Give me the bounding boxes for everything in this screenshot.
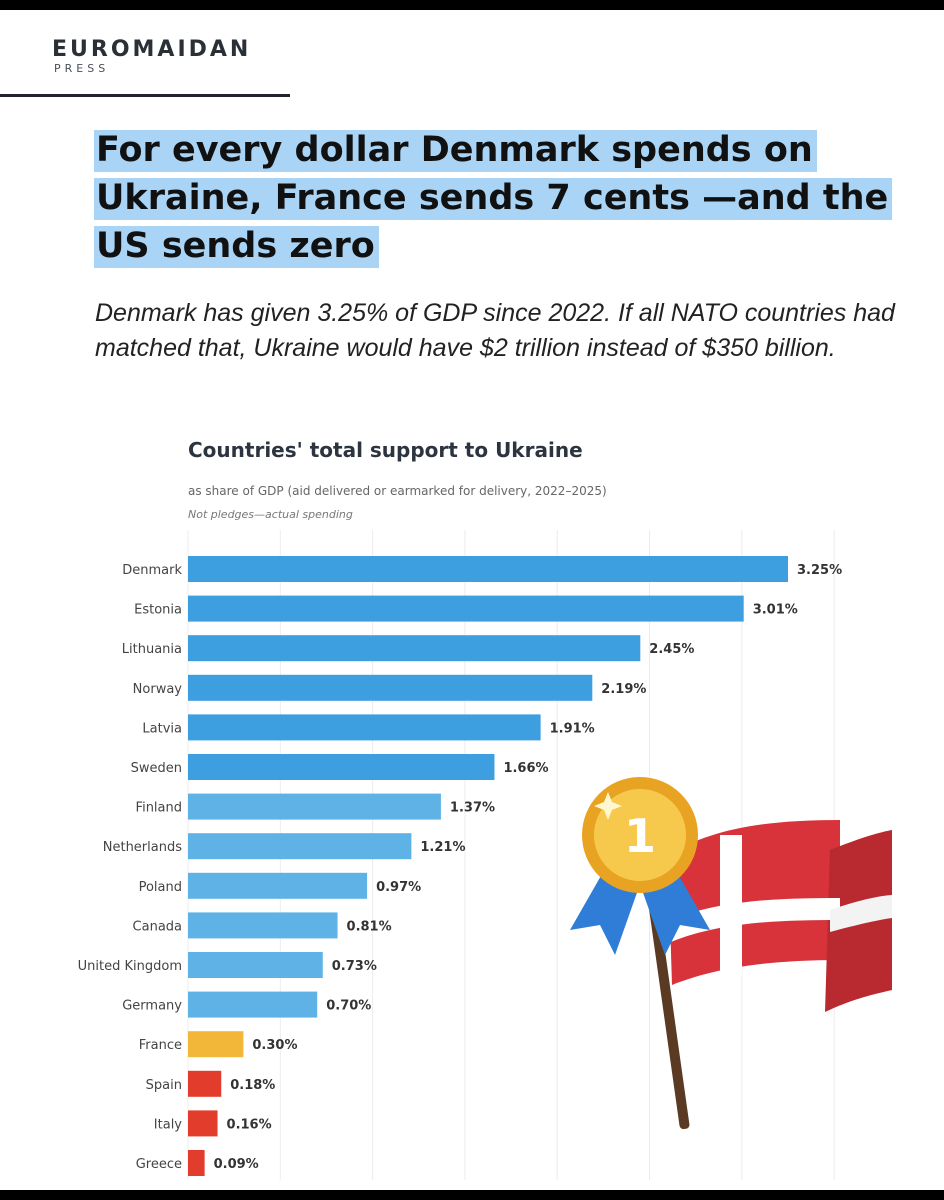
medal-number: 1 [624, 809, 656, 863]
category-label-finland: Finland [136, 801, 182, 816]
value-label-poland: 0.97% [376, 880, 421, 895]
value-label-finland: 1.37% [450, 801, 495, 816]
category-label-germany: Germany [122, 999, 182, 1014]
value-label-latvia: 1.91% [550, 721, 595, 736]
headline: For every dollar Denmark spends on Ukrai… [94, 126, 894, 270]
value-label-italy: 0.16% [227, 1117, 272, 1132]
category-label-canada: Canada [133, 919, 182, 934]
category-label-norway: Norway [133, 682, 183, 697]
bar-denmark [188, 556, 788, 582]
category-label-estonia: Estonia [134, 603, 182, 618]
value-label-germany: 0.70% [326, 999, 371, 1014]
value-label-canada: 0.81% [347, 919, 392, 934]
value-label-denmark: 3.25% [797, 563, 842, 578]
flag-pole-icon [648, 900, 690, 1130]
category-label-italy: Italy [154, 1117, 183, 1132]
value-label-estonia: 3.01% [753, 603, 798, 618]
bar-finland [188, 793, 441, 820]
chart-subtitle: as share of GDP (aid delivered or earmar… [188, 484, 607, 498]
category-label-sweden: Sweden [131, 761, 182, 776]
category-label-spain: Spain [146, 1078, 182, 1093]
category-label-denmark: Denmark [122, 563, 182, 578]
bar-canada [188, 912, 338, 939]
gold-medal-icon: 1 [582, 777, 698, 893]
brand-name: EUROMAIDAN [52, 37, 252, 62]
value-label-lithuania: 2.45% [649, 642, 694, 657]
category-label-greece: Greece [136, 1157, 182, 1172]
category-label-poland: Poland [139, 880, 182, 895]
headline-text: For every dollar Denmark spends on Ukrai… [94, 130, 893, 268]
medal-flag-illustration: 1 [570, 777, 892, 1130]
chart-note: Not pledges—actual spending [188, 508, 353, 521]
value-label-sweden: 1.66% [503, 761, 548, 776]
value-label-norway: 2.19% [601, 682, 646, 697]
article-card: EUROMAIDAN PRESS For every dollar Denmar… [0, 10, 944, 1190]
bar-italy [188, 1110, 218, 1137]
brand-sub: PRESS [54, 62, 110, 75]
header-rule [0, 94, 290, 97]
bar-lithuania [188, 635, 641, 662]
subheadline: Denmark has given 3.25% of GDP since 202… [95, 299, 895, 362]
value-label-spain: 0.18% [230, 1078, 275, 1093]
bar-chart: Denmark 3.25% Estonia 3.01% Lithuania 2.45% No… [78, 530, 842, 1180]
bar-poland [188, 872, 368, 899]
value-label-greece: 0.09% [214, 1157, 259, 1172]
denmark-flag-icon [668, 820, 892, 1012]
bar-greece [188, 1150, 205, 1176]
value-label-netherlands: 1.21% [420, 840, 465, 855]
category-label-united-kingdom: United Kingdom [78, 959, 182, 974]
value-label-united-kingdom: 0.73% [332, 959, 377, 974]
bar-netherlands [188, 833, 412, 860]
category-label-lithuania: Lithuania [122, 642, 182, 657]
bar-united-kingdom [188, 952, 323, 978]
category-label-latvia: Latvia [142, 721, 182, 736]
value-label-france: 0.30% [252, 1038, 297, 1053]
bar-estonia [188, 595, 744, 622]
bar-spain [188, 1070, 222, 1097]
bar-france [188, 1031, 244, 1058]
bar-norway [188, 674, 593, 701]
bar-sweden [188, 754, 495, 780]
bar-latvia [188, 714, 541, 741]
brand-logo[interactable]: EUROMAIDAN PRESS [52, 38, 251, 76]
chart-title: Countries' total support to Ukraine [188, 438, 583, 462]
category-label-netherlands: Netherlands [103, 840, 182, 855]
category-label-france: France [139, 1038, 182, 1053]
bar-germany [188, 991, 318, 1018]
